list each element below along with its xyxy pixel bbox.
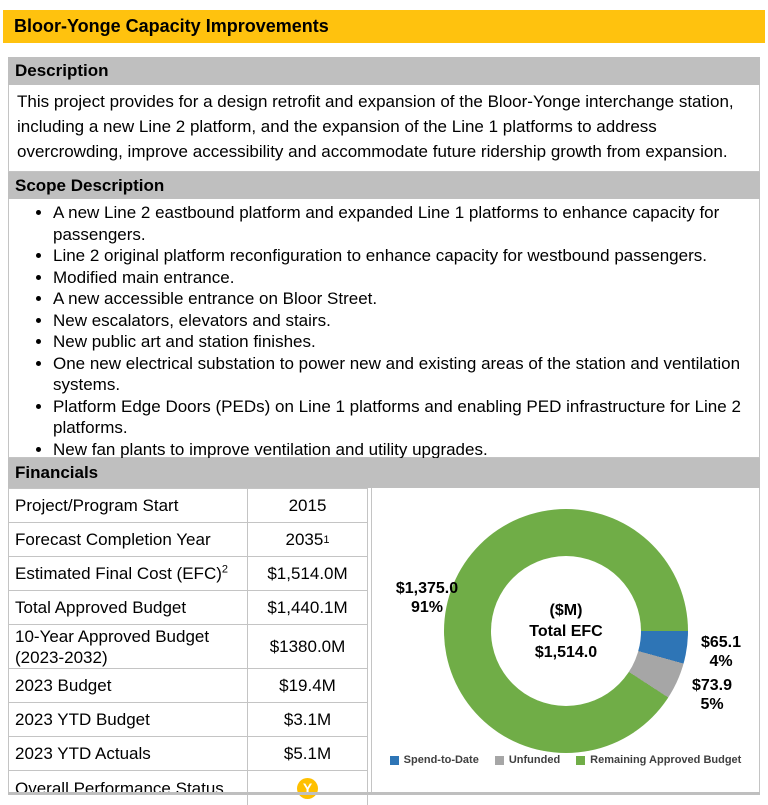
legend-item-spend-to-date: Spend-to-Date	[389, 754, 479, 766]
row-value: Y	[248, 771, 368, 805]
row-value: $5.1M	[248, 737, 368, 770]
table-row: Estimated Final Cost (EFC)2 $1,514.0M	[9, 557, 368, 591]
row-value: $1380.0M	[248, 625, 368, 668]
row-label: 2023 Budget	[9, 669, 248, 702]
row-label: Total Approved Budget	[9, 591, 248, 624]
financials-table: Project/Program Start 2015 Forecast Comp…	[8, 488, 368, 805]
scope-bullet: New escalators, elevators and stairs.	[53, 310, 753, 332]
table-row-status: Overall Performance Status Y	[9, 771, 368, 805]
section-header-description-label: Description	[15, 61, 109, 80]
row-value: $19.4M	[248, 669, 368, 702]
legend-swatch-spend-to-date	[389, 755, 399, 765]
table-row: 2023 Budget $19.4M	[9, 669, 368, 703]
donut-chart: ($M) Total EFC $1,514.0	[444, 509, 688, 753]
row-value: $1,514.0M	[248, 557, 368, 590]
legend-item-remaining-approved-budget: Remaining Approved Budget	[576, 754, 741, 766]
row-label: Overall Performance Status	[9, 771, 248, 805]
slice-label-spend-to-date: $65.1 4%	[700, 634, 742, 670]
scope-bullet: One new electrical substation to power n…	[53, 353, 753, 396]
table-row: Forecast Completion Year 2035 1	[9, 523, 368, 557]
scope-bullet: Modified main entrance.	[53, 267, 753, 289]
row-value: 2035 1	[248, 523, 368, 556]
scope-bullet: New public art and station finishes.	[53, 331, 753, 353]
row-label: 2023 YTD Budget	[9, 703, 248, 736]
table-row: 10-Year Approved Budget (2023-2032) $138…	[9, 625, 368, 669]
row-label: Estimated Final Cost (EFC)2	[9, 557, 248, 590]
page-title: Bloor-Yonge Capacity Improvements	[14, 16, 329, 36]
efc-donut-chart-panel: ($M) Total EFC $1,514.0 $1,375.0 91% $65…	[371, 488, 760, 795]
financials-content: Project/Program Start 2015 Forecast Comp…	[8, 488, 760, 805]
scope-body: A new Line 2 eastbound platform and expa…	[8, 199, 760, 460]
slice-label-remaining-approved-budget: $1,375.0 91%	[395, 580, 459, 616]
table-row: Project/Program Start 2015	[9, 489, 368, 523]
row-value: $1,440.1M	[248, 591, 368, 624]
row-value: $3.1M	[248, 703, 368, 736]
scope-bullet: A new Line 2 eastbound platform and expa…	[53, 202, 753, 245]
row-label: Forecast Completion Year	[9, 523, 248, 556]
page-title-bar: Bloor-Yonge Capacity Improvements	[3, 10, 765, 43]
donut-center-label: ($M) Total EFC $1,514.0	[491, 556, 641, 706]
legend-swatch-unfunded	[494, 755, 504, 765]
scope-bullet: New fan plants to improve ventilation an…	[53, 439, 753, 461]
scope-bullet: Platform Edge Doors (PEDs) on Line 1 pla…	[53, 396, 753, 439]
table-row: 2023 YTD Budget $3.1M	[9, 703, 368, 737]
table-row: 2023 YTD Actuals $5.1M	[9, 737, 368, 771]
section-header-scope-label: Scope Description	[15, 175, 165, 195]
row-label: Project/Program Start	[9, 489, 248, 522]
status-badge: Y	[297, 777, 318, 799]
row-label: 10-Year Approved Budget (2023-2032)	[9, 625, 248, 668]
section-header-description: Description	[8, 57, 760, 85]
scope-bullet: A new accessible entrance on Bloor Stree…	[53, 288, 753, 310]
description-text: This project provides for a design retro…	[17, 92, 734, 161]
footnote-marker: 2	[221, 563, 229, 576]
scope-bullet-list: A new Line 2 eastbound platform and expa…	[9, 202, 759, 460]
description-body: This project provides for a design retro…	[8, 85, 760, 172]
section-header-scope: Scope Description	[8, 172, 760, 199]
section-header-financials-label: Financials	[15, 463, 99, 482]
row-value: 2015	[248, 489, 368, 522]
row-label: 2023 YTD Actuals	[9, 737, 248, 770]
scope-bullet: Line 2 original platform reconfiguration…	[53, 245, 753, 267]
chart-legend: Spend-to-Date Unfunded Remaining Approve…	[372, 754, 759, 766]
slice-label-unfunded: $73.9 5%	[691, 677, 733, 713]
next-section-strip	[8, 792, 760, 795]
table-row: Total Approved Budget $1,440.1M	[9, 591, 368, 625]
legend-item-unfunded: Unfunded	[494, 754, 560, 766]
section-header-financials: Financials	[8, 458, 760, 488]
legend-swatch-remaining-approved-budget	[576, 755, 586, 765]
